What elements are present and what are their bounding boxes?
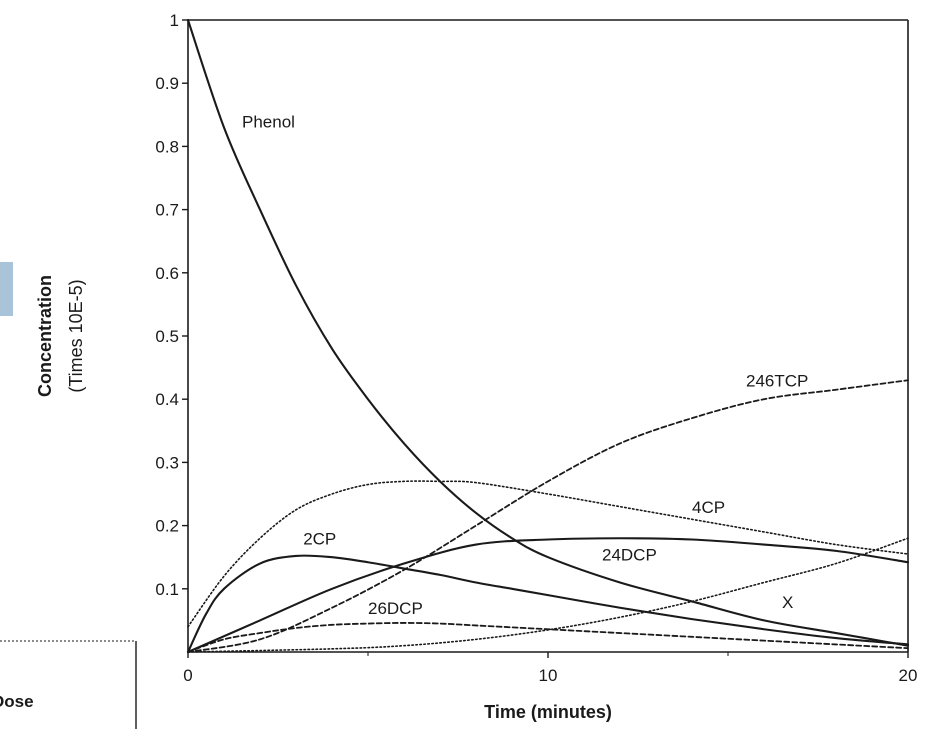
series-label-246tcp: 246TCP	[746, 372, 808, 391]
x-tick-label: 0	[183, 666, 192, 685]
series-label-26dcp: 26DCP	[368, 599, 423, 618]
y-tick-label: 0.2	[155, 517, 179, 536]
x-tick-label: 20	[899, 666, 918, 685]
series-label-2cp: 2CP	[303, 530, 336, 549]
x-tick-label: 10	[539, 666, 558, 685]
left-edge-artifact	[0, 262, 13, 316]
series-label-x: X	[782, 593, 793, 612]
series-labels: Phenol 2CP 24DCP 4CP 246TCP 26DCP X	[242, 112, 808, 618]
y-tick-label: 0.1	[155, 580, 179, 599]
series-label-24dcp: 24DCP	[602, 545, 657, 564]
x-axis-ticks: 0 10 20	[183, 652, 917, 685]
series-line-26dcp	[187, 622, 909, 653]
series-line-phenol	[186, 18, 910, 647]
y-tick-label: 0.5	[155, 327, 179, 346]
series-label-phenol: Phenol	[242, 112, 295, 131]
y-tick-label: 0.6	[155, 264, 179, 283]
x-axis-title: Time (minutes)	[484, 702, 612, 722]
series-label-4cp: 4CP	[692, 498, 725, 517]
series-layer	[186, 18, 910, 654]
series-line-246tcp	[187, 379, 909, 653]
series-line-2cp	[186, 554, 910, 654]
y-axis-title: Concentration	[35, 275, 55, 397]
y-tick-label: 0.7	[155, 201, 179, 220]
y-tick-label: 0.8	[155, 137, 179, 156]
y-tick-label: 0.4	[155, 390, 179, 409]
series-line-24dcp	[186, 537, 910, 654]
y-axis-ticks: 0.1 0.2 0.3 0.4 0.5 0.6 0.7 0.8 0.9 1	[155, 11, 188, 599]
cropped-box-text: Dose	[0, 692, 34, 711]
cropped-box-fragment: Dose	[0, 640, 137, 729]
series-line-4cp	[187, 480, 909, 628]
y-axis-subtitle: (Times 10E-5)	[66, 279, 86, 392]
y-tick-label: 0.3	[155, 453, 179, 472]
y-tick-label: 0.9	[155, 74, 179, 93]
y-tick-label: 1	[170, 11, 179, 30]
series-line-x	[187, 537, 909, 653]
